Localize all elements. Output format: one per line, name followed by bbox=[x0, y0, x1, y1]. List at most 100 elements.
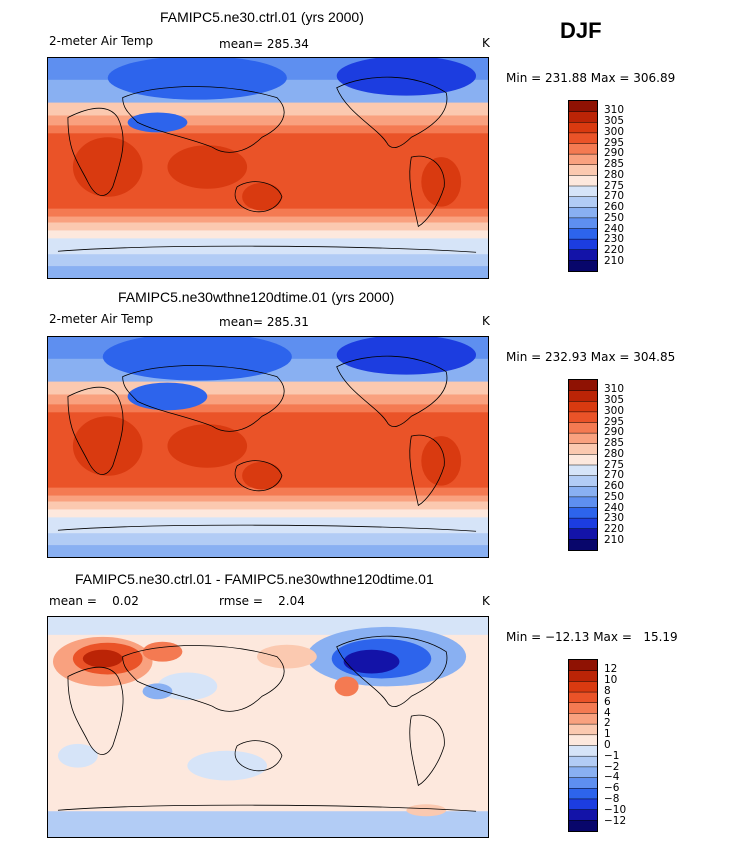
colorbar-swatch bbox=[569, 411, 597, 423]
colorbar-swatch bbox=[569, 132, 597, 144]
colorbar-swatch bbox=[569, 401, 597, 413]
colorbar-swatch bbox=[569, 798, 597, 810]
colorbar-swatch bbox=[569, 443, 597, 455]
colorbar-swatch bbox=[569, 239, 597, 251]
colorbar-tick-label: 210 bbox=[604, 533, 625, 546]
panel3-title: FAMIPC5.ne30.ctrl.01 - FAMIPC5.ne30wthne… bbox=[75, 571, 434, 587]
panel3-rmse: rmse = 2.04 bbox=[219, 594, 305, 608]
colorbar-tick-label: −6 bbox=[604, 782, 620, 795]
panel1-variable-label: 2-meter Air Temp bbox=[49, 34, 154, 48]
colorbar-swatch bbox=[569, 539, 597, 550]
colorbar-swatch bbox=[569, 154, 597, 166]
colorbar-tick-label: 275 bbox=[604, 179, 625, 192]
colorbar-tick-label: 270 bbox=[604, 469, 625, 482]
colorbar-swatch bbox=[569, 788, 597, 800]
colorbar-tick-label: 305 bbox=[604, 115, 625, 127]
colorbar-tick-label: 4 bbox=[604, 706, 611, 719]
colorbar-tick-label: 10 bbox=[604, 674, 618, 687]
colorbar-swatch bbox=[569, 164, 597, 176]
panel2-colorbar bbox=[568, 379, 598, 551]
colorbar-swatch bbox=[569, 496, 597, 508]
colorbar-tick-label: 285 bbox=[604, 158, 625, 170]
colorbar-tick-label: 6 bbox=[604, 695, 611, 708]
colorbar-swatch bbox=[569, 670, 597, 682]
colorbar-swatch bbox=[569, 228, 597, 240]
colorbar-swatch bbox=[569, 380, 597, 391]
colorbar-tick-label: 295 bbox=[604, 415, 625, 428]
panel1-map-field bbox=[48, 58, 488, 278]
colorbar-swatch bbox=[569, 422, 597, 434]
colorbar-swatch bbox=[569, 260, 597, 271]
colorbar-tick-label: 260 bbox=[604, 480, 625, 492]
colorbar-swatch bbox=[569, 702, 597, 714]
panel1-mean: mean= 285.34 bbox=[219, 37, 309, 51]
colorbar-tick-label: 1 bbox=[604, 728, 611, 741]
colorbar-swatch bbox=[569, 724, 597, 736]
colorbar-swatch bbox=[569, 465, 597, 476]
panel2-map bbox=[47, 336, 489, 558]
colorbar-tick-label: 260 bbox=[604, 201, 625, 213]
colorbar-tick-label: −10 bbox=[604, 803, 627, 816]
colorbar-tick-label: 310 bbox=[604, 383, 625, 396]
colorbar-swatch bbox=[569, 745, 597, 757]
colorbar-tick-label: −4 bbox=[604, 771, 620, 784]
colorbar-tick-label: 275 bbox=[604, 458, 625, 471]
colorbar-swatch bbox=[569, 528, 597, 540]
colorbar-swatch bbox=[569, 390, 597, 402]
panel2-units: K bbox=[482, 314, 490, 328]
colorbar-swatch bbox=[569, 766, 597, 778]
panel2-variable-label: 2-meter Air Temp bbox=[49, 312, 154, 326]
colorbar-swatch bbox=[569, 207, 597, 219]
colorbar-swatch bbox=[569, 475, 597, 487]
panel1-units: K bbox=[482, 36, 490, 50]
panel2-title: FAMIPC5.ne30wthne120dtime.01 (yrs 2000) bbox=[118, 289, 395, 305]
panel2-colorbar-swatches bbox=[569, 380, 597, 550]
panel3-colorbar bbox=[568, 659, 598, 832]
panel3-map-field bbox=[48, 617, 488, 837]
colorbar-swatch bbox=[569, 660, 597, 671]
colorbar-swatch bbox=[569, 692, 597, 704]
colorbar-tick-label: 250 bbox=[604, 211, 625, 224]
colorbar-swatch bbox=[569, 175, 597, 187]
colorbar-swatch bbox=[569, 734, 597, 746]
panel2-minmax: Min = 232.93 Max = 304.85 bbox=[506, 350, 676, 364]
colorbar-tick-label: 240 bbox=[604, 222, 625, 235]
colorbar-swatch bbox=[569, 186, 597, 197]
colorbar-tick-label: −12 bbox=[604, 814, 627, 827]
colorbar-tick-label: −8 bbox=[604, 793, 620, 806]
panel3-minmax: Min = −12.13 Max = 15.19 bbox=[506, 630, 678, 644]
colorbar-tick-label: 230 bbox=[604, 512, 625, 525]
colorbar-swatch bbox=[569, 777, 597, 789]
panel3-units: K bbox=[482, 594, 490, 608]
colorbar-swatch bbox=[569, 249, 597, 261]
colorbar-tick-label: 305 bbox=[604, 394, 625, 406]
colorbar-tick-label: 285 bbox=[604, 437, 625, 449]
colorbar-tick-label: 2 bbox=[604, 717, 611, 730]
colorbar-swatch bbox=[569, 196, 597, 208]
colorbar-tick-label: −1 bbox=[604, 749, 620, 762]
colorbar-swatch bbox=[569, 820, 597, 831]
colorbar-swatch bbox=[569, 433, 597, 445]
panel3-map bbox=[47, 616, 489, 838]
panel1-map bbox=[47, 57, 489, 279]
colorbar-tick-label: 270 bbox=[604, 190, 625, 203]
season-label: DJF bbox=[560, 18, 602, 43]
colorbar-tick-label: 290 bbox=[604, 426, 625, 439]
colorbar-swatch bbox=[569, 111, 597, 123]
colorbar-tick-label: 280 bbox=[604, 447, 625, 460]
colorbar-swatch bbox=[569, 101, 597, 112]
colorbar-tick-label: 295 bbox=[604, 136, 625, 149]
panel2-map-field bbox=[48, 337, 488, 557]
colorbar-tick-label: 12 bbox=[604, 663, 618, 676]
colorbar-tick-label: 240 bbox=[604, 501, 625, 514]
colorbar-tick-label: 8 bbox=[604, 684, 611, 697]
colorbar-swatch bbox=[569, 713, 597, 725]
colorbar-swatch bbox=[569, 122, 597, 134]
panel1-colorbar bbox=[568, 100, 598, 272]
colorbar-swatch bbox=[569, 518, 597, 530]
panel3-mean: mean = 0.02 bbox=[49, 594, 139, 608]
colorbar-tick-label: 220 bbox=[604, 523, 625, 535]
colorbar-swatch bbox=[569, 809, 597, 821]
colorbar-swatch bbox=[569, 486, 597, 498]
panel1-minmax: Min = 231.88 Max = 306.89 bbox=[506, 71, 676, 85]
